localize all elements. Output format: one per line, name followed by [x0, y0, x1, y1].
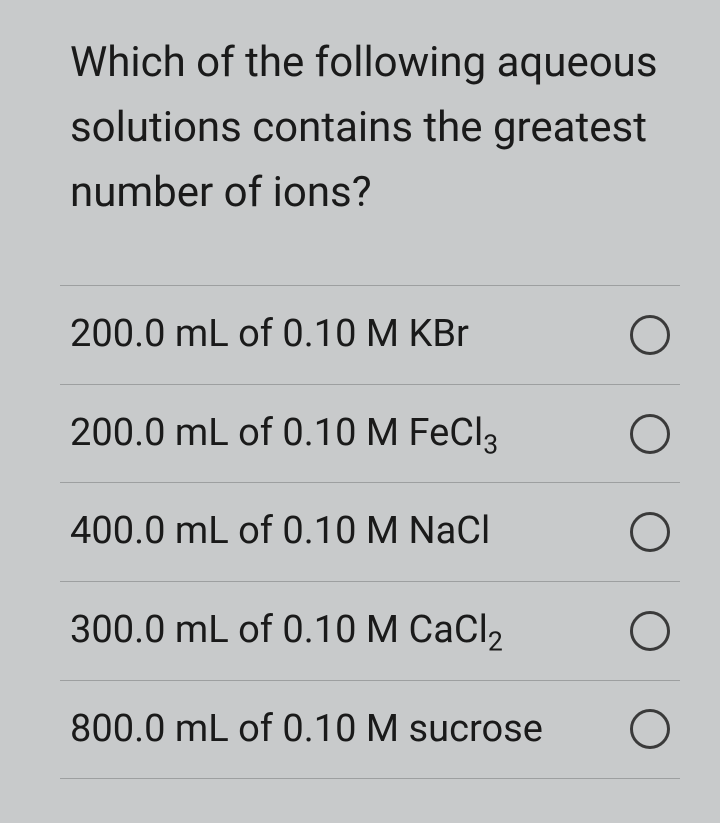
radio-button[interactable] [630, 512, 670, 552]
option-label: 300.0 mL of 0.10 M CaCl2 [70, 608, 503, 654]
option-label: 200.0 mL of 0.10 M FeCl3 [70, 411, 498, 457]
option-label: 800.0 mL of 0.10 M sucrose [70, 707, 543, 753]
question-text: Which of the following aqueous solutions… [60, 30, 680, 225]
option-row[interactable]: 800.0 mL of 0.10 M sucrose [60, 681, 680, 780]
option-label: 200.0 mL of 0.10 M KBr [70, 312, 469, 358]
radio-button[interactable] [630, 315, 670, 355]
option-row[interactable]: 300.0 mL of 0.10 M CaCl2 [60, 582, 680, 681]
radio-button[interactable] [630, 414, 670, 454]
option-row[interactable]: 400.0 mL of 0.10 M NaCl [60, 483, 680, 582]
radio-button[interactable] [630, 709, 670, 749]
option-label: 400.0 mL of 0.10 M NaCl [70, 509, 490, 555]
option-row[interactable]: 200.0 mL of 0.10 M FeCl3 [60, 385, 680, 484]
option-row[interactable]: 200.0 mL of 0.10 M KBr [60, 286, 680, 385]
options-list: 200.0 mL of 0.10 M KBr 200.0 mL of 0.10 … [60, 285, 680, 779]
radio-button[interactable] [630, 611, 670, 651]
